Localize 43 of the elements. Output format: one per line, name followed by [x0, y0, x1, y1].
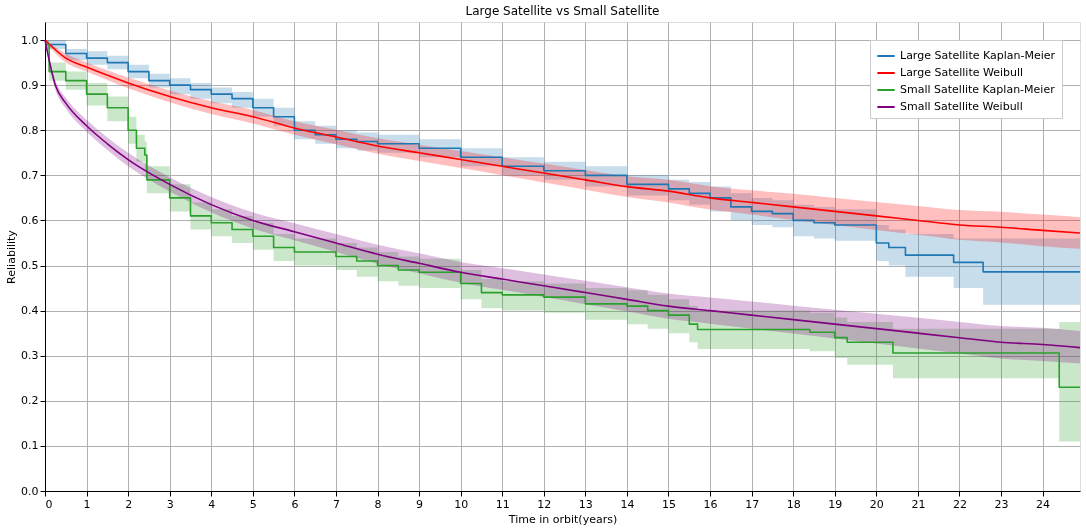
y-tick-label: 0.7	[21, 168, 39, 182]
y-tick-label: 0.3	[21, 349, 39, 363]
x-tick-label: 6	[291, 497, 299, 511]
chart-title: Large Satellite vs Small Satellite	[465, 4, 660, 18]
y-tick-label: 0.6	[21, 213, 39, 227]
y-tick-label: 0.5	[21, 259, 39, 273]
x-tick-label: 17	[745, 497, 760, 511]
y-tick-label: 0.1	[21, 439, 39, 453]
y-tick-label: 0.0	[21, 484, 39, 498]
x-tick-label: 21	[911, 497, 926, 511]
x-tick-label: 4	[208, 497, 216, 511]
x-tick-label: 11	[495, 497, 510, 511]
legend-label: Small Satellite Kaplan-Meier	[900, 83, 1056, 96]
y-tick-label: 0.8	[21, 123, 39, 137]
x-tick-label: 12	[537, 497, 552, 511]
x-tick-label: 9	[416, 497, 424, 511]
x-tick-label: 24	[1036, 497, 1051, 511]
x-tick-label: 3	[166, 497, 174, 511]
x-axis-title: Time in orbit(years)	[507, 512, 618, 526]
x-tick-label: 14	[620, 497, 635, 511]
x-tick-label: 10	[454, 497, 469, 511]
x-tick-label: 23	[994, 497, 1009, 511]
y-axis-title: Reliability	[5, 229, 19, 284]
y-tick-label: 0.9	[21, 78, 39, 92]
x-tick-label: 18	[786, 497, 801, 511]
y-tick-label: 0.2	[21, 394, 39, 408]
x-tick-label: 22	[952, 497, 967, 511]
legend-label: Small Satellite Weibull	[900, 100, 1023, 113]
x-tick-label: 19	[828, 497, 843, 511]
x-tick-label: 20	[869, 497, 884, 511]
x-tick-label: 0	[45, 497, 53, 511]
y-tick-label: 0.4	[21, 304, 39, 318]
x-tick-label: 2	[125, 497, 133, 511]
legend-label: Large Satellite Weibull	[900, 66, 1024, 79]
x-tick-label: 7	[332, 497, 340, 511]
legend-label: Large Satellite Kaplan-Meier	[900, 49, 1056, 62]
x-tick-label: 5	[249, 497, 257, 511]
y-tick-label: 1.0	[21, 33, 39, 47]
x-tick-label: 16	[703, 497, 718, 511]
x-tick-label: 1	[83, 497, 91, 511]
x-tick-label: 13	[578, 497, 593, 511]
x-tick-label: 15	[661, 497, 676, 511]
x-tick-label: 8	[374, 497, 382, 511]
